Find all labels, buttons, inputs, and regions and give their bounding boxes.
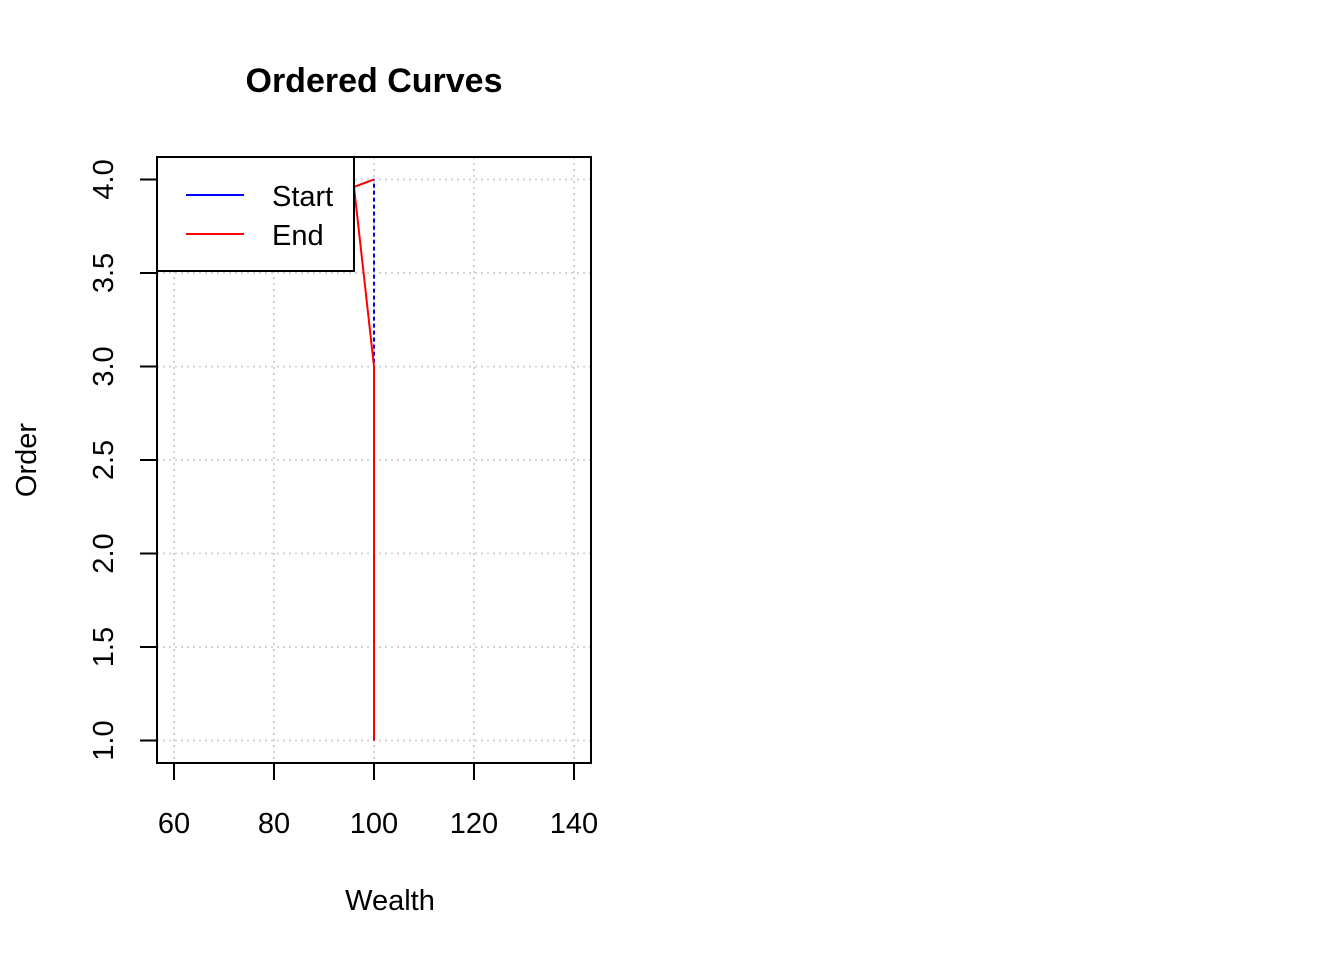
y-tick-label: 4.0 xyxy=(88,159,120,199)
x-tick-label: 140 xyxy=(550,808,598,840)
y-tick-label: 1.0 xyxy=(88,720,120,760)
series-layer xyxy=(352,178,375,741)
legend-box xyxy=(156,156,355,272)
y-axis-title: Order xyxy=(11,423,43,497)
series-line-end xyxy=(352,178,375,741)
chart-title: Ordered Curves xyxy=(246,62,503,100)
axes: 60 80 100 120 140 1.0 1.5 2.0 2.5 3.0 3.5 4.0 xyxy=(88,159,598,840)
x-tick-label: 80 xyxy=(258,808,290,840)
x-tick-label: 120 xyxy=(450,808,498,840)
y-tick-label: 2.0 xyxy=(88,533,120,573)
y-tick-label: 3.5 xyxy=(88,253,120,293)
y-tick-label: 2.5 xyxy=(88,440,120,480)
x-tick-label: 60 xyxy=(158,808,190,840)
y-tick-label: 3.0 xyxy=(88,346,120,386)
legend-label-end: End xyxy=(272,220,324,252)
legend-label-start: Start xyxy=(272,181,333,213)
y-tick-label: 1.5 xyxy=(88,627,120,667)
x-axis-title: Wealth xyxy=(345,885,435,917)
legend: Start End xyxy=(156,156,355,272)
x-tick-label: 100 xyxy=(350,808,398,840)
